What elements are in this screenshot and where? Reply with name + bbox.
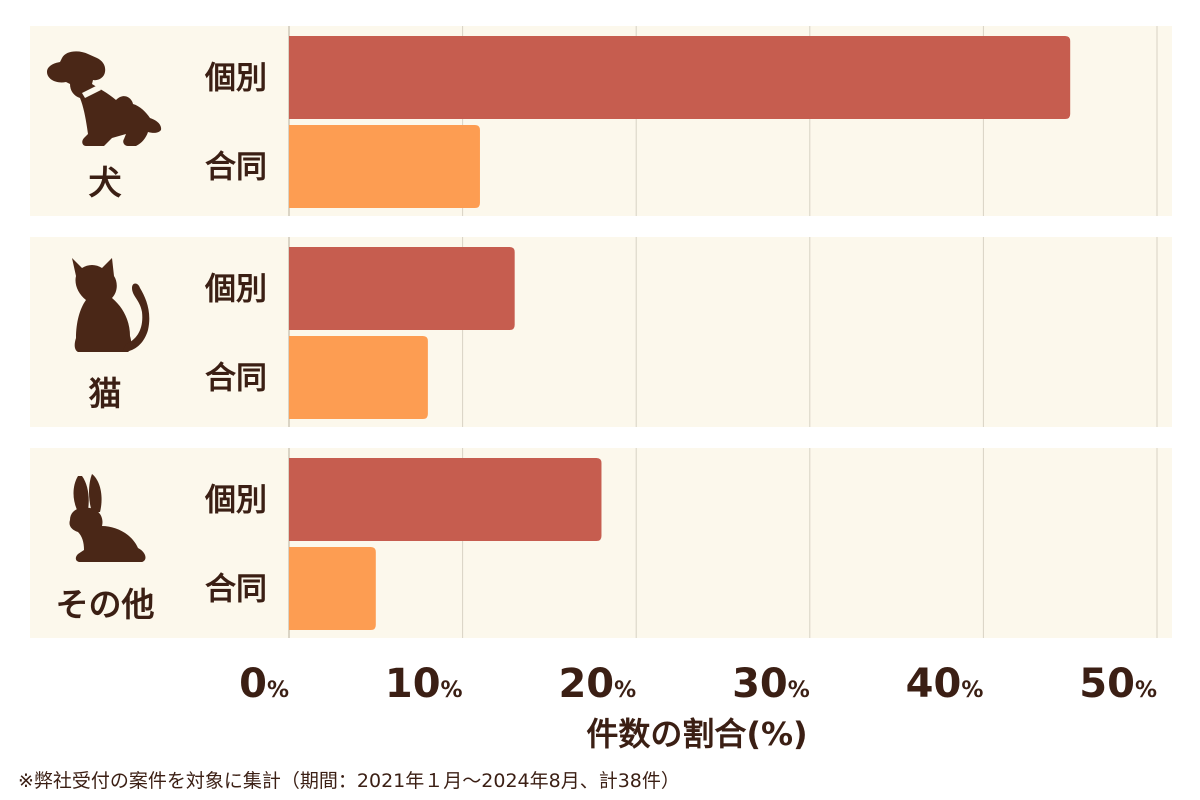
bar-individual bbox=[289, 458, 602, 541]
bars bbox=[289, 36, 1071, 630]
series-label: 個別 bbox=[204, 272, 267, 308]
group-label: 犬 bbox=[89, 163, 122, 202]
cat-icon bbox=[72, 258, 150, 352]
icons bbox=[47, 51, 162, 562]
series-label: 個別 bbox=[204, 483, 267, 519]
x-tick-label: 30% bbox=[732, 661, 810, 707]
bar-joint bbox=[289, 547, 376, 630]
bar-individual bbox=[289, 36, 1071, 119]
dog-icon bbox=[47, 51, 162, 146]
series-label: 合同 bbox=[205, 572, 267, 608]
x-tick-label: 20% bbox=[558, 661, 636, 707]
group-panel bbox=[30, 237, 1172, 427]
group-label: その他 bbox=[56, 585, 155, 624]
bar-individual bbox=[289, 247, 515, 330]
series-label: 個別 bbox=[204, 61, 267, 97]
x-tick-label: 0% bbox=[239, 661, 289, 707]
series-label: 合同 bbox=[205, 361, 267, 397]
x-tick-label: 10% bbox=[385, 661, 463, 707]
bar-joint bbox=[289, 336, 428, 419]
rabbit-icon bbox=[69, 474, 146, 562]
group-label: 猫 bbox=[89, 374, 122, 413]
footnote: ※弊社受付の案件を対象に集計（期間：2021年１月〜2024年8月、計38件） bbox=[18, 770, 680, 792]
x-tick-labels: 0% 10% 20% 30% 40% 50% bbox=[239, 661, 1157, 707]
x-tick-label: 40% bbox=[906, 661, 984, 707]
x-axis-label: 件数の割合(%) bbox=[586, 715, 807, 753]
x-tick-label: 50% bbox=[1079, 661, 1157, 707]
bar-joint bbox=[289, 125, 480, 208]
series-label: 合同 bbox=[205, 150, 267, 186]
